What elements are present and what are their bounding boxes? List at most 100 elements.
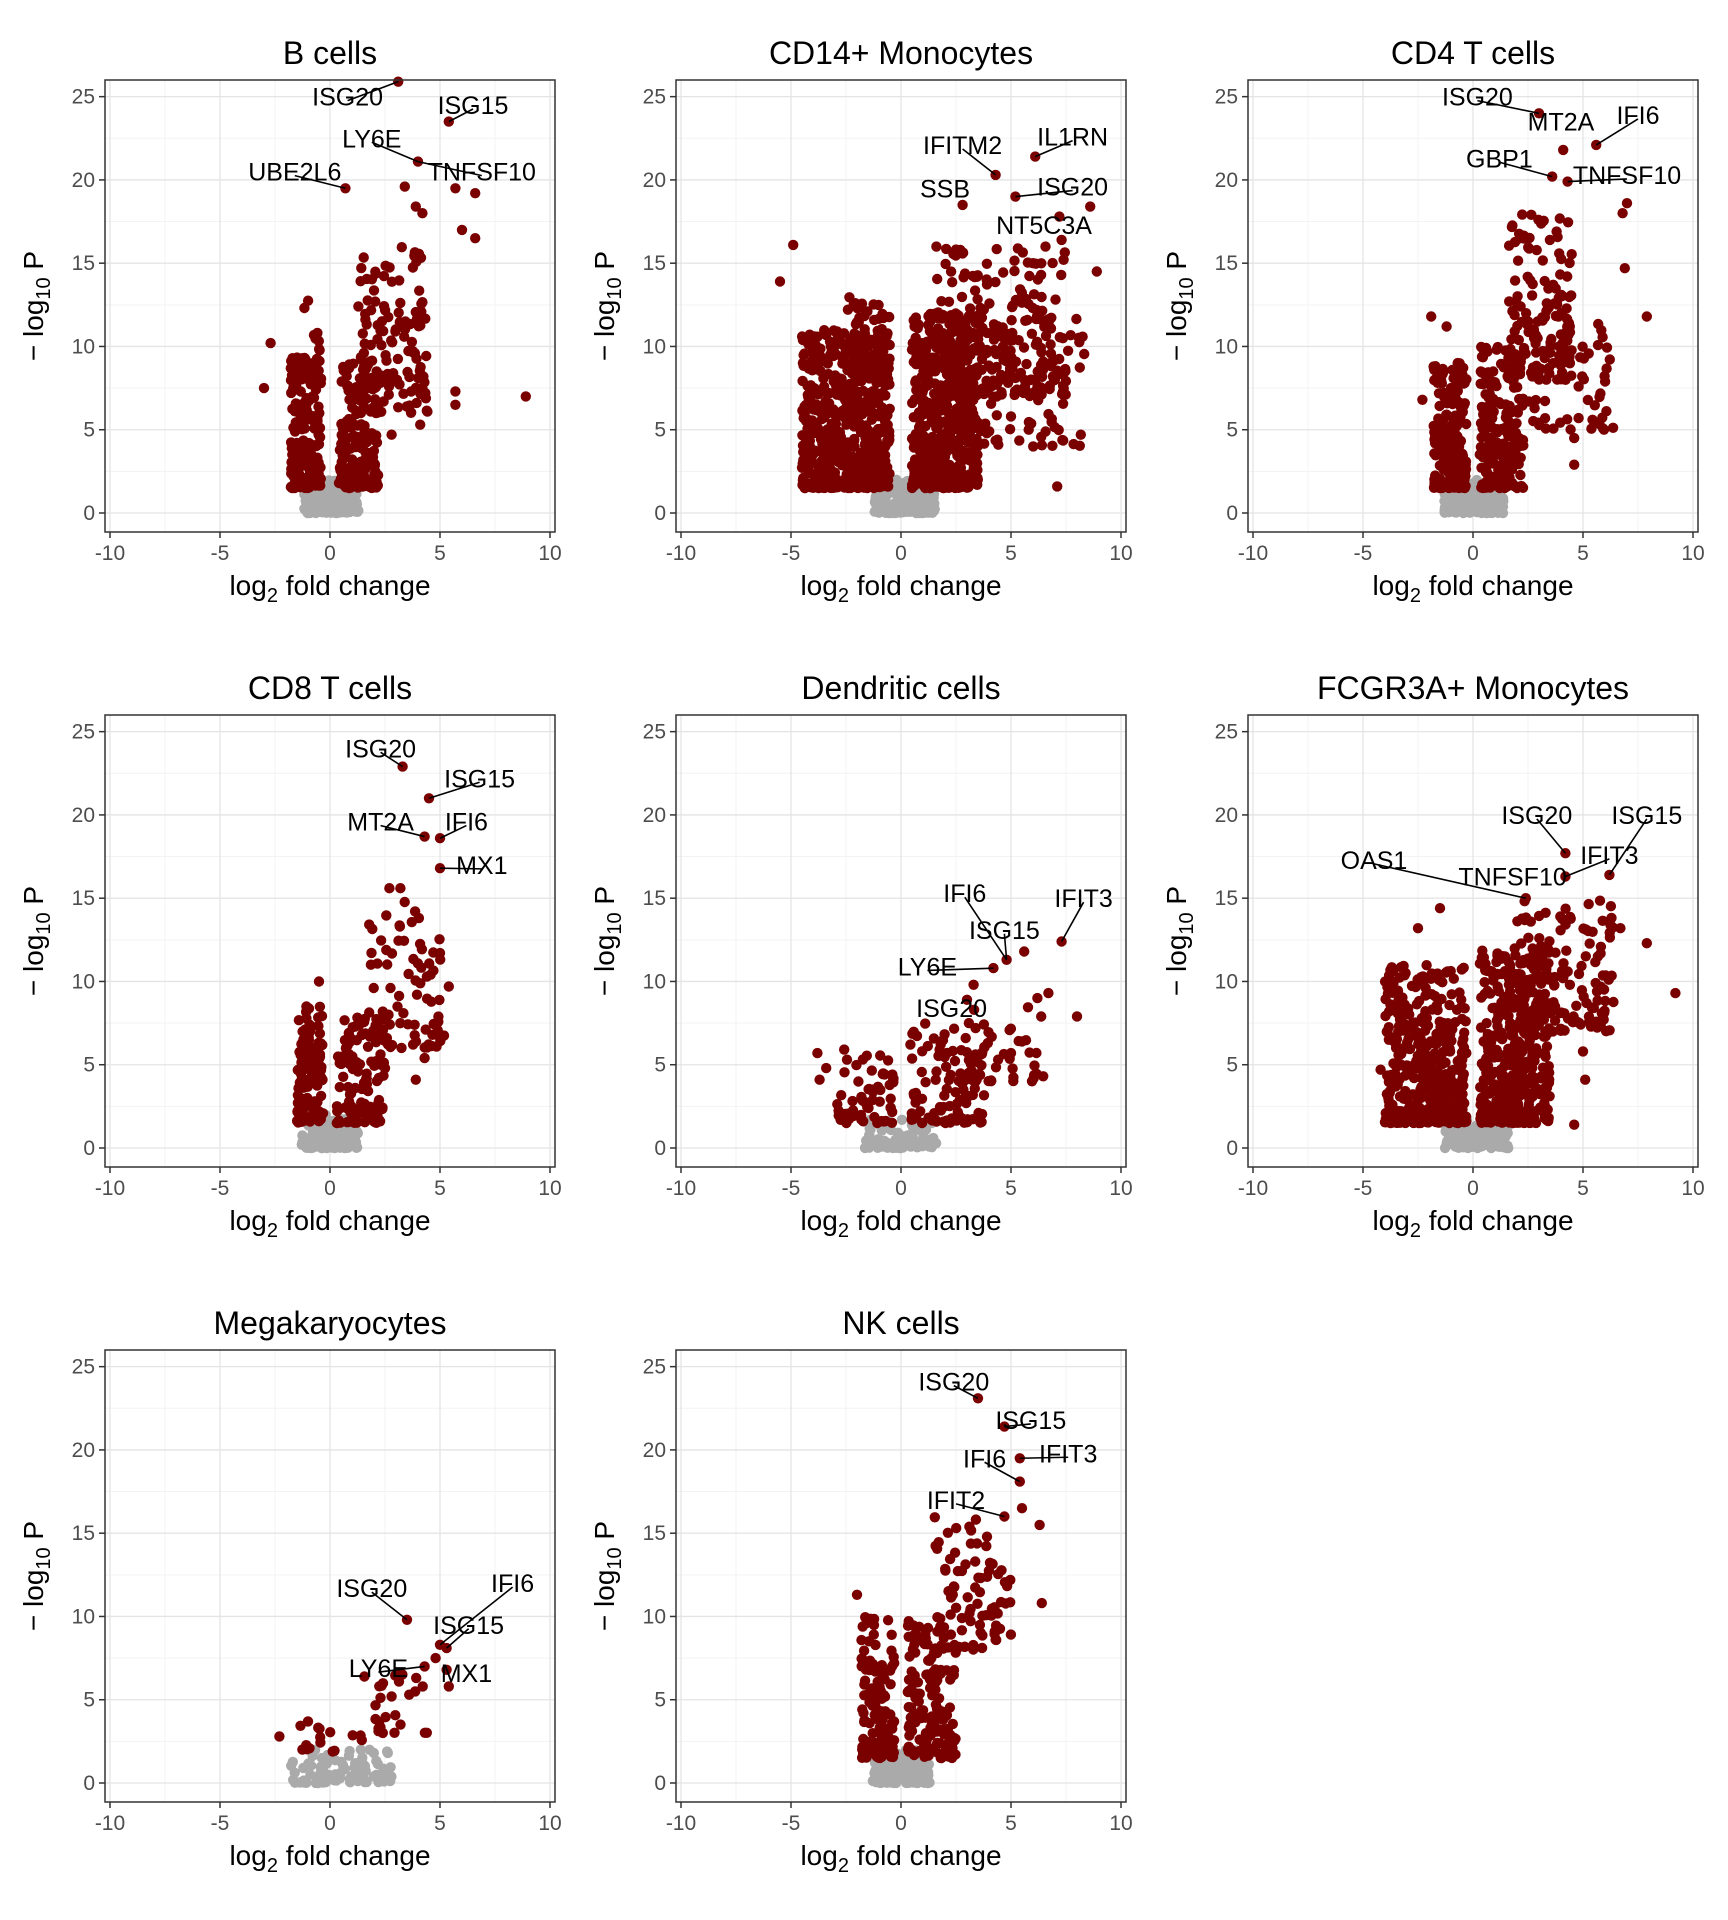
data-point bbox=[416, 306, 427, 317]
data-point bbox=[1503, 1142, 1514, 1154]
data-point bbox=[876, 323, 887, 335]
data-point bbox=[307, 1058, 319, 1069]
data-point bbox=[981, 279, 993, 290]
data-point bbox=[853, 1076, 864, 1087]
data-point bbox=[1541, 1041, 1553, 1052]
y-tick-label: 10 bbox=[72, 970, 95, 993]
data-point bbox=[849, 418, 860, 429]
data-point bbox=[841, 1054, 853, 1065]
data-point bbox=[797, 430, 808, 441]
data-point bbox=[399, 181, 410, 192]
data-point bbox=[1566, 249, 1577, 260]
data-point bbox=[390, 326, 401, 337]
data-point bbox=[1513, 334, 1525, 346]
data-point bbox=[899, 1140, 911, 1152]
data-point bbox=[1537, 255, 1549, 266]
data-point bbox=[355, 459, 366, 470]
point-label: LY6E bbox=[898, 953, 957, 981]
data-point bbox=[931, 1066, 942, 1077]
data-point bbox=[1046, 312, 1057, 323]
data-point bbox=[407, 262, 419, 273]
data-point bbox=[1514, 393, 1525, 405]
data-point bbox=[1065, 330, 1076, 341]
data-point bbox=[880, 390, 891, 401]
data-point bbox=[1060, 363, 1071, 375]
data-point bbox=[369, 406, 380, 417]
data-point bbox=[992, 434, 1003, 445]
y-tick-label: 0 bbox=[83, 1137, 95, 1160]
data-point bbox=[379, 1035, 390, 1046]
data-point bbox=[1478, 431, 1490, 442]
data-point bbox=[819, 481, 830, 492]
data-point bbox=[815, 343, 826, 354]
data-point bbox=[1437, 416, 1449, 427]
data-point bbox=[873, 299, 884, 311]
y-axis-label: − log10 P bbox=[18, 251, 55, 361]
data-point bbox=[344, 1031, 355, 1043]
data-point bbox=[1518, 233, 1530, 244]
data-point bbox=[1507, 448, 1519, 460]
data-point bbox=[1392, 1008, 1403, 1019]
data-point bbox=[310, 1109, 321, 1120]
data-point bbox=[839, 1044, 850, 1055]
data-point bbox=[861, 469, 873, 480]
data-point bbox=[358, 347, 370, 359]
data-point bbox=[1552, 374, 1563, 385]
data-point bbox=[945, 266, 957, 277]
data-point bbox=[806, 360, 817, 371]
x-tick-label: 10 bbox=[538, 542, 561, 565]
data-point bbox=[356, 443, 367, 454]
data-point bbox=[1554, 248, 1565, 259]
data-point bbox=[362, 452, 374, 463]
data-point bbox=[1009, 265, 1020, 277]
data-point bbox=[796, 462, 808, 473]
data-point bbox=[1026, 328, 1038, 339]
data-point bbox=[957, 1073, 968, 1084]
data-point bbox=[860, 440, 871, 451]
data-point bbox=[1024, 1047, 1035, 1058]
data-point bbox=[302, 474, 313, 485]
data-point bbox=[1436, 482, 1448, 494]
data-point bbox=[952, 408, 964, 419]
y-tick-label: 25 bbox=[72, 86, 95, 109]
data-point bbox=[1476, 1140, 1488, 1152]
data-point bbox=[1057, 380, 1069, 391]
data-point bbox=[1441, 427, 1452, 438]
data-point bbox=[302, 482, 313, 494]
data-point bbox=[957, 1113, 968, 1125]
data-point bbox=[1583, 348, 1594, 359]
data-point bbox=[1434, 1073, 1446, 1085]
data-point bbox=[899, 1131, 910, 1142]
data-point bbox=[331, 1117, 342, 1129]
x-tick-label: 5 bbox=[434, 542, 446, 565]
data-point bbox=[1417, 1017, 1429, 1028]
data-point bbox=[1457, 1095, 1468, 1106]
data-point bbox=[1553, 311, 1564, 322]
data-point bbox=[302, 1092, 313, 1104]
data-point bbox=[1429, 364, 1440, 375]
data-point bbox=[1040, 241, 1051, 252]
data-point bbox=[1539, 275, 1550, 287]
y-tick-label: 25 bbox=[643, 721, 666, 744]
data-point bbox=[432, 1025, 443, 1036]
data-point bbox=[929, 476, 941, 487]
data-point bbox=[1028, 441, 1039, 452]
data-point bbox=[1050, 294, 1061, 305]
data-point bbox=[383, 381, 395, 392]
data-point bbox=[419, 831, 430, 842]
data-point bbox=[421, 350, 432, 362]
data-point bbox=[1024, 270, 1035, 282]
data-point bbox=[310, 384, 322, 395]
data-point bbox=[1434, 1091, 1446, 1102]
data-point bbox=[313, 1020, 324, 1032]
data-point bbox=[939, 311, 950, 322]
data-point bbox=[884, 339, 895, 351]
data-point bbox=[285, 363, 296, 374]
data-point bbox=[385, 982, 396, 994]
data-point bbox=[303, 442, 314, 453]
data-point bbox=[918, 358, 930, 369]
data-point bbox=[1057, 398, 1069, 409]
data-point bbox=[969, 271, 980, 283]
data-point bbox=[1435, 1053, 1447, 1064]
